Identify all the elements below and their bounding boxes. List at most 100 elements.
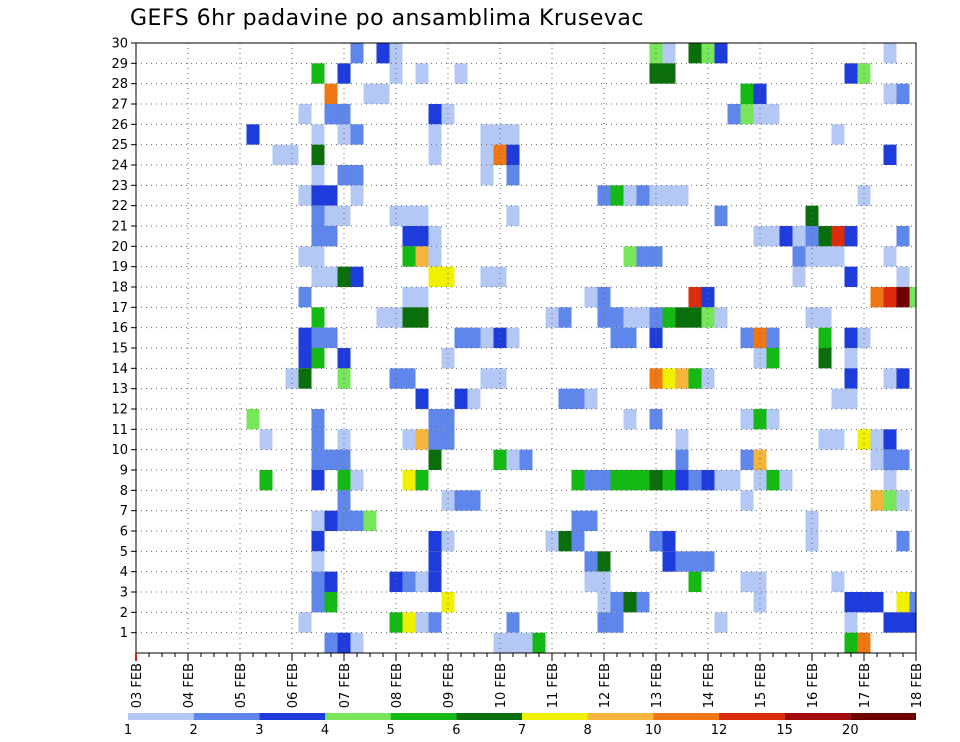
heatmap-cell bbox=[480, 165, 494, 186]
heatmap-cell bbox=[844, 632, 858, 653]
x-tick-label: 03 FEB bbox=[130, 663, 145, 708]
colorbar-swatch bbox=[719, 713, 785, 720]
x-tick-label: 05 FEB bbox=[234, 663, 249, 708]
heatmap-cell bbox=[428, 104, 442, 125]
heatmap-cell bbox=[805, 531, 819, 552]
x-tick-label: 09 FEB bbox=[442, 663, 457, 708]
heatmap-cell bbox=[896, 226, 910, 247]
heatmap-cell bbox=[519, 632, 533, 653]
heatmap-cell bbox=[389, 612, 403, 633]
heatmap-cell bbox=[324, 226, 338, 247]
heatmap-cell bbox=[311, 449, 325, 470]
heatmap-cell bbox=[831, 226, 845, 247]
heatmap-cell bbox=[675, 470, 689, 491]
heatmap-cell bbox=[324, 104, 338, 125]
y-tick-label: 5 bbox=[120, 545, 128, 560]
heatmap-cell bbox=[883, 612, 897, 633]
heatmap-cell bbox=[311, 63, 325, 84]
y-tick-label: 10 bbox=[111, 443, 128, 458]
heatmap-cell bbox=[558, 531, 572, 552]
heatmap-cell bbox=[701, 470, 715, 491]
heatmap-cell bbox=[389, 571, 403, 592]
heatmap-cell bbox=[311, 592, 325, 613]
heatmap-cell bbox=[857, 632, 871, 653]
heatmap-cell bbox=[766, 348, 780, 369]
colorbar-swatch bbox=[653, 713, 719, 720]
heatmap-cell bbox=[818, 327, 832, 348]
heatmap-cell bbox=[753, 104, 767, 125]
heatmap-cell bbox=[311, 144, 325, 165]
heatmap-cell bbox=[831, 429, 845, 450]
heatmap-cell bbox=[428, 571, 442, 592]
heatmap-cell bbox=[402, 571, 416, 592]
y-tick-label: 30 bbox=[111, 37, 128, 52]
heatmap-cell bbox=[415, 287, 429, 308]
colorbar-label: 4 bbox=[321, 723, 329, 738]
heatmap-cell bbox=[454, 327, 468, 348]
heatmap-cell bbox=[753, 470, 767, 491]
x-tick-label: 12 FEB bbox=[598, 663, 613, 708]
heatmap-cell bbox=[662, 470, 676, 491]
heatmap-cell bbox=[805, 307, 819, 328]
heatmap-cell bbox=[402, 470, 416, 491]
heatmap-cell bbox=[844, 226, 858, 247]
heatmap-cell bbox=[324, 327, 338, 348]
x-tick-label: 07 FEB bbox=[338, 663, 353, 708]
y-tick-label: 25 bbox=[111, 138, 128, 153]
heatmap-cell bbox=[883, 83, 897, 104]
y-tick-label: 6 bbox=[120, 525, 128, 540]
heatmap-cell bbox=[610, 307, 624, 328]
heatmap-cell bbox=[610, 612, 624, 633]
heatmap-cell bbox=[688, 307, 702, 328]
heatmap-cell bbox=[324, 592, 338, 613]
heatmap-cell bbox=[467, 327, 481, 348]
x-tick-label: 04 FEB bbox=[182, 663, 197, 708]
heatmap-cell bbox=[753, 409, 767, 430]
heatmap-cell bbox=[688, 43, 702, 64]
y-tick-label: 13 bbox=[111, 382, 128, 397]
heatmap-cell bbox=[415, 63, 429, 84]
colorbar-label: 15 bbox=[776, 723, 793, 738]
heatmap-cell bbox=[740, 104, 754, 125]
heatmap-cell bbox=[298, 348, 312, 369]
heatmap-cell bbox=[844, 388, 858, 409]
heatmap-cell bbox=[350, 43, 364, 64]
heatmap-cell bbox=[324, 449, 338, 470]
heatmap-cell bbox=[337, 266, 351, 287]
heatmap-cell bbox=[883, 429, 897, 450]
heatmap-cell bbox=[766, 409, 780, 430]
heatmap-cell bbox=[623, 327, 637, 348]
heatmap-cell bbox=[714, 307, 728, 328]
heatmap-cell bbox=[675, 185, 689, 206]
heatmap-cell bbox=[415, 388, 429, 409]
heatmap-cell bbox=[415, 246, 429, 267]
heatmap-cell bbox=[337, 205, 351, 226]
heatmap-cell bbox=[363, 510, 377, 531]
heatmap-cell bbox=[597, 287, 611, 308]
heatmap-cell bbox=[428, 409, 442, 430]
heatmap-cell bbox=[298, 612, 312, 633]
heatmap-cell bbox=[597, 612, 611, 633]
heatmap-cell bbox=[623, 307, 637, 328]
y-tick-label: 28 bbox=[111, 77, 128, 92]
heatmap-cell bbox=[883, 368, 897, 389]
heatmap-cell bbox=[506, 612, 520, 633]
y-tick-label: 4 bbox=[120, 565, 128, 580]
heatmap-cell bbox=[350, 124, 364, 145]
heatmap-cell bbox=[623, 409, 637, 430]
y-tick-label: 23 bbox=[111, 179, 128, 194]
heatmap-cell bbox=[597, 571, 611, 592]
heatmap-cell bbox=[675, 449, 689, 470]
heatmap-cell bbox=[337, 124, 351, 145]
heatmap-cell bbox=[584, 510, 598, 531]
heatmap-cell bbox=[857, 185, 871, 206]
heatmap-cell bbox=[753, 592, 767, 613]
heatmap-cell bbox=[714, 205, 728, 226]
heatmap-cell bbox=[701, 307, 715, 328]
heatmap-cell bbox=[402, 226, 416, 247]
y-tick-label: 19 bbox=[111, 260, 128, 275]
colorbar-label: 2 bbox=[190, 723, 198, 738]
heatmap-cell bbox=[428, 226, 442, 247]
heatmap-cell bbox=[636, 185, 650, 206]
heatmap-cell bbox=[324, 571, 338, 592]
